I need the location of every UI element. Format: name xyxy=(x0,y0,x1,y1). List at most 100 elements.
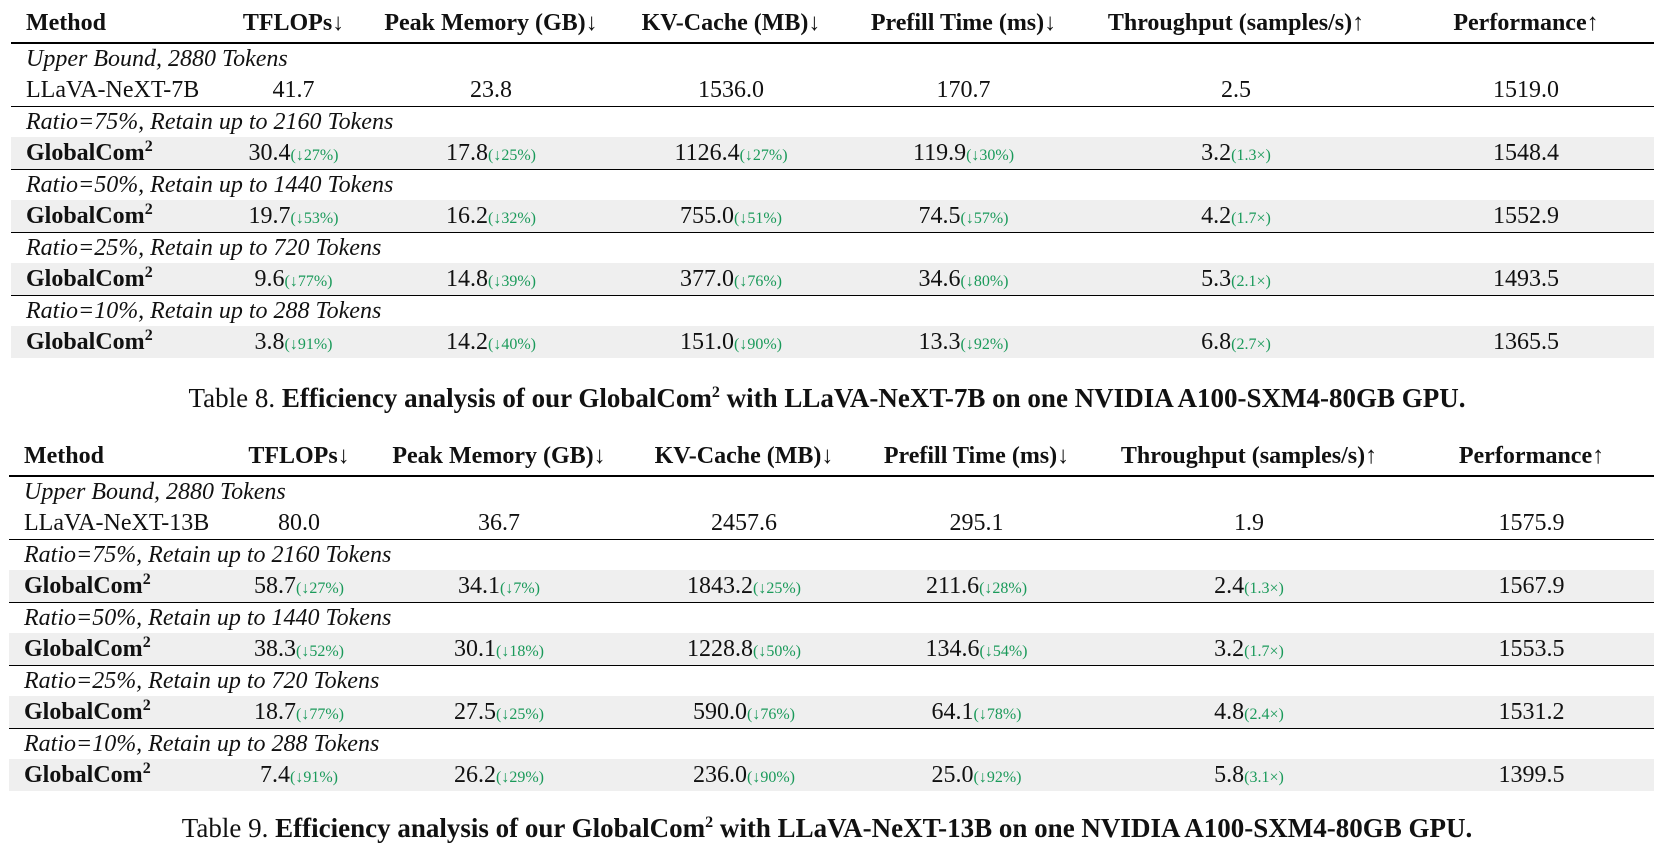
value-cell: 34.6(↓80%) xyxy=(851,263,1076,296)
value-cell: 4.8(2.4×) xyxy=(1089,696,1409,729)
header-row: Method TFLOPs↓ Peak Memory (GB)↓ KV-Cache (… xyxy=(11,4,1654,43)
method-sup: 2 xyxy=(142,759,151,777)
reduction-delta: (↓25%) xyxy=(753,579,801,597)
value-cell: 25.0(↓92%) xyxy=(864,759,1089,791)
method-name: GlobalCom xyxy=(24,572,143,599)
value: 1531.2 xyxy=(1498,698,1565,725)
caption-label: Table 9. xyxy=(181,813,269,843)
caption-text-tail: with LLaVA-NeXT-13B on one NVIDIA A100-S… xyxy=(713,813,1473,843)
value-cell: 1493.5 xyxy=(1396,263,1654,296)
value: 1228.8 xyxy=(687,635,753,662)
caption-text: Efficiency analysis of our GlobalCom xyxy=(275,813,706,843)
value: 23.8 xyxy=(470,76,512,103)
reduction-delta: (↓27%) xyxy=(296,579,344,597)
table-row: GlobalCom2 38.3(↓52%) 30.1(↓18%) 1228.8(↓50… xyxy=(9,633,1654,666)
value: 58.7 xyxy=(254,572,296,599)
section-row: Ratio=75%, Retain up to 2160 Tokens xyxy=(11,106,1654,138)
reduction-delta: (2.4×) xyxy=(1244,705,1284,723)
value: 1365.5 xyxy=(1493,328,1559,355)
value: 119.9 xyxy=(912,139,967,166)
value: 80.0 xyxy=(278,509,320,536)
method-name: GlobalCom xyxy=(24,635,143,662)
reduction-delta: (↓76%) xyxy=(747,705,795,723)
caption-sup: 2 xyxy=(705,814,714,831)
section-title: Ratio=10%, Retain up to 288 Tokens xyxy=(24,730,380,757)
method-sup: 2 xyxy=(144,137,153,155)
reduction-delta: (↓57%) xyxy=(960,209,1009,227)
value: 5.3 xyxy=(1201,265,1232,292)
value: 1126.4 xyxy=(674,139,740,166)
column-header: Peak Memory (GB)↓ xyxy=(392,442,606,469)
value-cell: 27.5(↓25%) xyxy=(374,696,624,729)
reduction-delta: (↓54%) xyxy=(979,642,1028,660)
caption-sup: 2 xyxy=(711,384,720,401)
value: 1575.9 xyxy=(1498,509,1565,536)
value-cell: 1536.0 xyxy=(611,74,851,107)
value: 5.8 xyxy=(1214,761,1245,788)
reduction-delta: (2.1×) xyxy=(1231,272,1271,290)
value-cell: 2.4(1.3×) xyxy=(1089,570,1409,603)
value: 34.6 xyxy=(918,265,961,292)
value: 590.0 xyxy=(693,698,747,725)
column-header: Prefill Time (ms)↓ xyxy=(870,9,1057,36)
method-cell: GlobalCom2 xyxy=(9,759,224,791)
method-name: GlobalCom xyxy=(26,202,145,229)
section-row: Upper Bound, 2880 Tokens xyxy=(9,476,1654,507)
column-header: Performance↑ xyxy=(1453,9,1599,36)
reduction-delta: (1.3×) xyxy=(1231,146,1271,164)
value-cell: 18.7(↓77%) xyxy=(224,696,374,729)
method-sup: 2 xyxy=(142,696,151,714)
column-header: Prefill Time (ms)↓ xyxy=(883,442,1070,469)
reduction-delta: (↓78%) xyxy=(973,705,1022,723)
value-cell: 30.4(↓27%) xyxy=(216,137,371,170)
value: 30.1 xyxy=(454,635,496,662)
method-name: GlobalCom xyxy=(24,698,143,725)
value-cell: 3.2(1.7×) xyxy=(1089,633,1409,666)
reduction-delta: (↓90%) xyxy=(734,335,782,353)
reduction-delta: (3.1×) xyxy=(1244,768,1284,786)
value: 1552.9 xyxy=(1493,202,1559,229)
reduction-delta: (↓51%) xyxy=(734,209,782,227)
table-row: LLaVA-NeXT-13B 80.0 36.7 2457.6 295.1 1.9 1575… xyxy=(9,507,1654,540)
reduction-delta: (↓18%) xyxy=(496,642,544,660)
column-header: Performance↑ xyxy=(1458,442,1605,469)
table-row: GlobalCom2 19.7(↓53%) 16.2(↓32%) 755.0(↓51%… xyxy=(11,200,1654,233)
column-header: Peak Memory (GB)↓ xyxy=(384,9,598,36)
value-cell: 58.7(↓27%) xyxy=(224,570,374,603)
method-cell: GlobalCom2 xyxy=(11,137,216,170)
reduction-delta: (↓90%) xyxy=(747,768,795,786)
method-cell: GlobalCom2 xyxy=(11,263,216,296)
value: 14.8 xyxy=(446,265,488,292)
reduction-delta: (↓27%) xyxy=(290,146,339,164)
value-cell: 26.2(↓29%) xyxy=(374,759,624,791)
value-cell: 36.7 xyxy=(374,507,624,540)
reduction-delta: (↓52%) xyxy=(296,642,344,660)
value: 1.9 xyxy=(1234,509,1264,536)
value: 26.2 xyxy=(454,761,496,788)
method-sup: 2 xyxy=(142,570,151,588)
value: 3.2 xyxy=(1214,635,1245,662)
table-8-caption: Table 8. Efficiency analysis of our Glob… xyxy=(0,383,1654,414)
method-name: GlobalCom xyxy=(26,328,145,355)
section-row: Ratio=75%, Retain up to 2160 Tokens xyxy=(9,539,1654,571)
method-cell: LLaVA-NeXT-7B xyxy=(11,74,216,107)
method-name: LLaVA-NeXT-7B xyxy=(26,76,200,103)
reduction-delta: (↓91%) xyxy=(290,768,338,786)
section-row: Ratio=25%, Retain up to 720 Tokens xyxy=(11,232,1654,264)
value: 2.5 xyxy=(1221,76,1251,103)
table-row: GlobalCom2 30.4(↓27%) 17.8(↓25%) 1126.4(↓27… xyxy=(11,137,1654,170)
section-title: Ratio=50%, Retain up to 1440 Tokens xyxy=(26,171,394,198)
value-cell: 5.8(3.1×) xyxy=(1089,759,1409,791)
method-name: GlobalCom xyxy=(24,761,143,788)
value-cell: 38.3(↓52%) xyxy=(224,633,374,666)
value: 755.0 xyxy=(680,202,734,229)
efficiency-table: Method TFLOPs↓ Peak Memory (GB)↓ KV-Cache (… xyxy=(9,437,1654,791)
value: 211.6 xyxy=(925,572,980,599)
reduction-delta: (↓25%) xyxy=(496,705,544,723)
table-row: GlobalCom2 58.7(↓27%) 34.1(↓7%) 1843.2(↓25%… xyxy=(9,570,1654,603)
reduction-delta: (↓92%) xyxy=(960,335,1009,353)
section-title: Ratio=50%, Retain up to 1440 Tokens xyxy=(24,604,392,631)
caption-label: Table 8. xyxy=(188,383,276,413)
value-cell: 1575.9 xyxy=(1409,507,1654,540)
value: 4.2 xyxy=(1201,202,1232,229)
